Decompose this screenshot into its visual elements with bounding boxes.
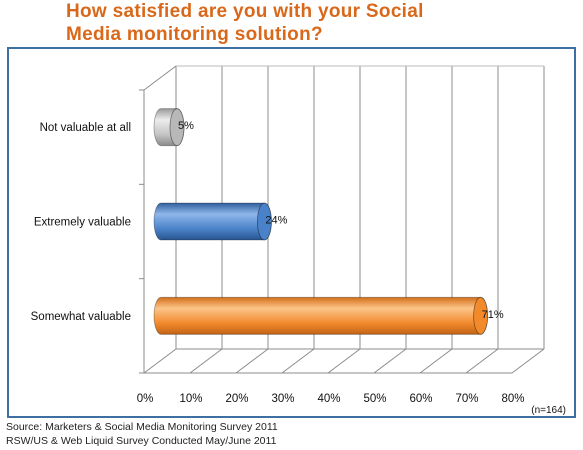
bar-end-cap <box>256 202 272 241</box>
bar <box>153 296 489 335</box>
floor-line <box>327 348 361 374</box>
bar <box>153 108 185 147</box>
floor-line <box>373 348 407 374</box>
floor-line <box>419 348 453 374</box>
category-label: Somewhat valuable <box>31 311 131 323</box>
side-wall-top <box>143 65 177 91</box>
floor-line <box>189 348 223 374</box>
data-label: 71% <box>482 309 504 321</box>
x-tick-label: 40% <box>317 393 340 405</box>
floor-line <box>143 348 177 374</box>
source-line-1: Source: Marketers & Social Media Monitor… <box>6 421 278 433</box>
floor-line <box>235 348 269 374</box>
bar-end-cap <box>473 296 489 335</box>
chart-frame <box>7 47 576 418</box>
category-label: Extremely valuable <box>34 217 131 229</box>
x-tick-label: 20% <box>225 393 248 405</box>
floor-line <box>465 348 499 374</box>
x-tick-label: 30% <box>271 393 294 405</box>
x-tick-label: 50% <box>363 393 386 405</box>
data-label: 24% <box>265 215 287 227</box>
title-line-1: How satisfied are you with your Social <box>66 1 424 22</box>
source-line-2: RSW/US & Web Liquid Survey Conducted May… <box>6 435 277 447</box>
sample-size-note: (n=164) <box>531 405 566 416</box>
x-tick-label: 60% <box>409 393 432 405</box>
x-tick-label: 70% <box>455 393 478 405</box>
data-label: 5% <box>178 120 194 132</box>
x-tick-label: 80% <box>501 393 524 405</box>
floor-line <box>511 348 545 374</box>
bar-body <box>153 202 272 241</box>
x-tick-label: 10% <box>179 393 202 405</box>
bar-end-cap <box>169 108 185 147</box>
chart-title: How satisfied are you with your Social M… <box>66 0 566 46</box>
bar-body <box>153 296 488 335</box>
bar <box>153 202 272 241</box>
category-label: Not valuable at all <box>40 122 131 134</box>
title-line-2: Media monitoring solution? <box>66 24 323 45</box>
x-tick-label: 0% <box>137 393 154 405</box>
floor-line <box>281 348 315 374</box>
